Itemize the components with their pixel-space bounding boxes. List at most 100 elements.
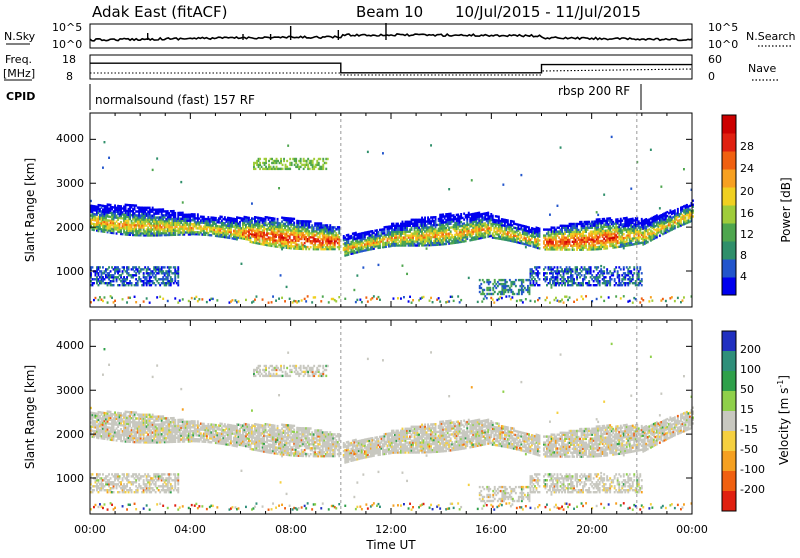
power-cell (378, 296, 380, 298)
power-cell (92, 266, 94, 268)
power-cell (298, 300, 300, 302)
power-cell (320, 300, 322, 302)
power-cell (545, 299, 547, 301)
power-cell (195, 296, 197, 298)
nsky-tick-bottom-left: 10^0 (52, 38, 82, 51)
power-cell (110, 204, 112, 206)
power-cell (600, 265, 602, 267)
power-cell (149, 302, 151, 304)
freq-label: Freq. (5, 53, 32, 66)
power-cell (275, 300, 277, 302)
power-cell (445, 243, 447, 245)
power-cell (615, 266, 617, 268)
power-cell (516, 300, 518, 302)
power-cell (286, 286, 288, 288)
station-title: Adak East (fitACF) (92, 3, 227, 21)
power-cell (650, 296, 652, 298)
power-cell (596, 298, 598, 300)
power-cell (379, 299, 381, 301)
power-cell (522, 301, 524, 303)
power-cell (293, 222, 295, 224)
power-cell (605, 276, 607, 278)
power-cell (650, 149, 652, 151)
power-cell (468, 228, 470, 230)
power-cell (287, 145, 289, 147)
power-cell (362, 266, 364, 268)
power-cell (182, 201, 184, 203)
power-cell (167, 300, 169, 302)
power-cell (557, 266, 559, 268)
power-cell (156, 296, 158, 298)
power-cell (539, 266, 541, 268)
power-cell (606, 245, 608, 247)
power-cell (483, 298, 485, 300)
power-cell (585, 276, 587, 278)
power-cell (271, 301, 273, 303)
power-cell (486, 297, 488, 299)
power-cell (561, 299, 563, 301)
power-cell (143, 272, 145, 274)
power-cell (576, 299, 578, 301)
power-cell (451, 296, 453, 298)
power-cell (119, 268, 121, 270)
power-cell (104, 296, 106, 298)
power-cell (630, 188, 632, 190)
freq-unit: [MHz] (3, 67, 35, 80)
power-cell (629, 266, 631, 268)
power-cell (232, 299, 234, 301)
power-cell (170, 266, 172, 268)
freq-tick-bottom: 8 (66, 70, 73, 83)
power-cell (572, 274, 574, 276)
power-cell (545, 266, 547, 268)
power-cell (194, 213, 196, 215)
power-cell (162, 298, 164, 300)
power-cell (274, 218, 276, 220)
date-range-title: 10/Jul/2015 - 11/Jul/2015 (455, 3, 641, 21)
power-cell (585, 295, 587, 297)
power-cell (557, 205, 559, 207)
power-cell (569, 296, 571, 298)
power-cell (597, 266, 599, 268)
power-cell (126, 301, 128, 303)
power-cell (411, 302, 413, 304)
power-cell (539, 278, 541, 280)
power-cell (120, 205, 122, 207)
power-cell (254, 299, 256, 301)
power-cell (430, 297, 432, 299)
power-cell (400, 297, 402, 299)
power-cell (359, 299, 361, 301)
power-cell (551, 286, 553, 288)
power-cell (460, 213, 462, 215)
power-cell (353, 289, 355, 291)
power-cell (93, 282, 95, 284)
power-cell (581, 274, 583, 276)
power-cell (611, 136, 613, 138)
power-cell (284, 300, 286, 302)
power-cell (620, 297, 622, 299)
power-cell (642, 299, 644, 301)
power-cell (278, 187, 280, 189)
power-cell (573, 301, 575, 303)
power-cell (135, 301, 137, 303)
power-cell (432, 301, 434, 303)
power-cell (256, 295, 258, 297)
power-cell (502, 184, 504, 186)
power-cell (335, 300, 337, 302)
power-cell (546, 272, 548, 274)
power-cell (355, 301, 357, 303)
power-cell (430, 144, 432, 146)
power-cell (629, 300, 631, 302)
power-cell (114, 300, 116, 302)
power-cell (603, 266, 605, 268)
nsky-tick-top-right: 10^5 (708, 21, 738, 34)
power-cell (603, 300, 605, 302)
power-cell (177, 266, 179, 268)
power-cell (573, 249, 575, 251)
power-cell (525, 298, 527, 300)
power-cell (471, 179, 473, 181)
power-cell (378, 231, 380, 233)
nave-series (90, 69, 692, 75)
power-cell (566, 296, 568, 298)
power-cell (493, 301, 495, 303)
power-cell (207, 216, 209, 218)
